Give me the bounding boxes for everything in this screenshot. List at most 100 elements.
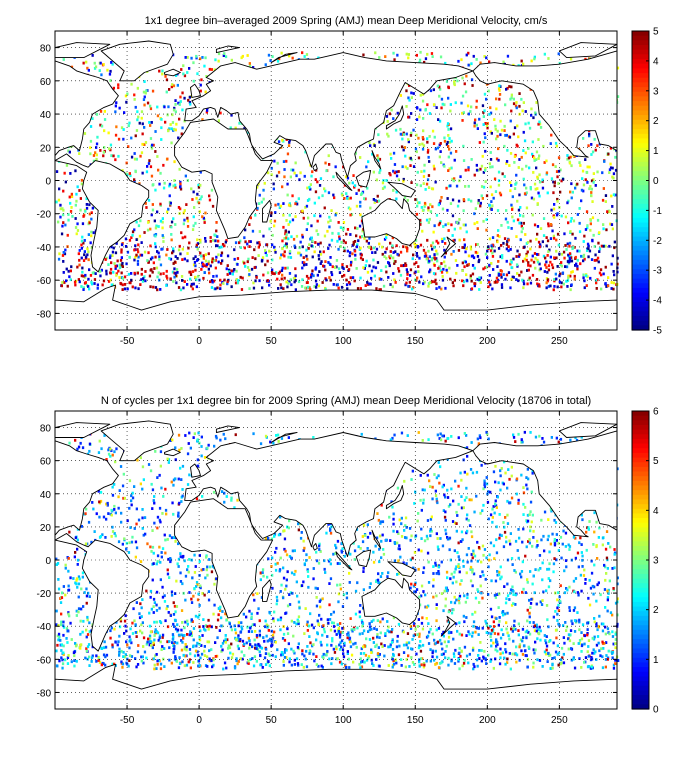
data-bin — [65, 279, 68, 283]
data-bin — [99, 270, 102, 273]
data-bin — [436, 252, 439, 256]
data-bin — [495, 107, 498, 111]
data-bin — [460, 495, 463, 498]
data-bin — [444, 264, 447, 268]
data-bin — [213, 233, 216, 237]
data-bin — [519, 638, 523, 642]
data-bin — [507, 634, 510, 638]
data-bin — [595, 281, 598, 285]
data-bin — [138, 616, 142, 620]
data-bin — [419, 93, 422, 97]
data-bin — [305, 204, 309, 208]
data-bin — [422, 590, 425, 593]
data-bin — [610, 262, 613, 266]
data-bin — [589, 228, 592, 232]
data-bin — [509, 181, 512, 184]
data-bin — [288, 603, 292, 606]
data-bin — [601, 655, 604, 659]
data-bin — [503, 129, 506, 132]
data-bin — [81, 235, 84, 239]
data-bin — [405, 89, 408, 93]
data-bin — [421, 627, 425, 631]
data-bin — [82, 605, 85, 608]
data-bin — [530, 258, 533, 262]
data-bin — [99, 149, 102, 152]
data-bin — [304, 206, 307, 209]
data-bin — [509, 119, 512, 123]
data-bin — [508, 637, 511, 641]
data-bin — [397, 170, 400, 173]
data-bin — [583, 234, 586, 238]
data-bin — [443, 237, 446, 241]
data-bin — [78, 258, 81, 262]
data-bin — [578, 230, 582, 234]
data-bin — [449, 103, 452, 106]
data-bin — [196, 238, 199, 242]
data-bin — [314, 279, 318, 283]
data-bin — [442, 483, 445, 487]
data-bin — [317, 284, 321, 288]
data-bin — [153, 219, 156, 223]
data-bin — [502, 273, 505, 276]
data-bin — [455, 565, 458, 569]
data-bin — [342, 221, 346, 224]
data-bin — [421, 657, 424, 660]
data-bin — [567, 253, 570, 257]
land-outline — [164, 68, 181, 77]
data-bin — [448, 140, 452, 144]
data-bin — [609, 166, 613, 170]
data-bin — [171, 251, 174, 255]
data-bin — [102, 150, 105, 154]
data-bin — [248, 245, 251, 248]
data-bin — [60, 284, 63, 288]
data-bin — [307, 585, 310, 589]
data-bin — [460, 540, 463, 543]
data-bin — [478, 601, 481, 604]
data-bin — [402, 179, 405, 183]
data-bin — [74, 283, 77, 287]
data-bin — [605, 228, 608, 232]
data-bin — [499, 565, 502, 569]
data-bin — [69, 621, 72, 625]
data-bin — [499, 273, 503, 276]
data-bin — [403, 146, 407, 149]
data-bin — [412, 128, 415, 132]
colorbar-swatch — [632, 194, 649, 200]
data-bin — [367, 160, 370, 164]
data-bin — [378, 288, 381, 292]
data-bin — [256, 241, 259, 245]
data-bin — [141, 142, 144, 146]
data-bin — [204, 237, 207, 240]
data-bin — [452, 250, 455, 253]
data-bin — [288, 272, 292, 275]
data-bin — [371, 251, 374, 254]
data-bin — [230, 496, 233, 500]
data-bin — [180, 478, 183, 481]
data-bin — [305, 53, 309, 56]
data-bin — [301, 652, 304, 656]
data-bin — [425, 254, 428, 258]
data-bin — [489, 158, 493, 161]
data-bin — [161, 636, 164, 639]
data-bin — [471, 612, 474, 616]
data-bin — [601, 198, 605, 202]
data-bin — [438, 155, 441, 159]
data-bin — [431, 497, 434, 501]
data-bin — [420, 275, 423, 279]
data-bin — [290, 168, 293, 172]
land-outline — [385, 105, 405, 130]
data-bin — [532, 260, 536, 264]
data-bin — [337, 221, 340, 224]
data-bin — [151, 208, 155, 212]
data-bin — [372, 636, 375, 640]
data-bin — [63, 171, 66, 175]
data-bin — [564, 265, 567, 268]
data-bin — [130, 655, 134, 658]
data-bin — [417, 265, 420, 268]
data-bin — [275, 546, 278, 550]
data-bin — [199, 57, 202, 61]
data-bin — [513, 126, 517, 130]
data-bin — [609, 545, 612, 549]
data-bin — [133, 271, 136, 275]
data-bin — [312, 436, 315, 439]
